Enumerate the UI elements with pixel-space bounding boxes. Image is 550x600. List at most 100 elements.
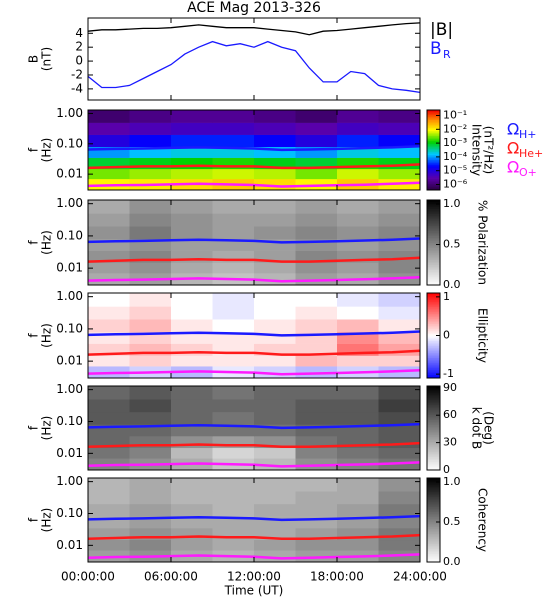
y-tick-label: 0.01: [56, 446, 83, 460]
colorbar-swatch: [427, 340, 440, 343]
colorbar-swatch: [427, 122, 440, 125]
colorbar-swatch: [427, 249, 440, 252]
colorbar-tick-label: 10⁻³: [443, 136, 467, 149]
colorbar-swatch: [427, 283, 440, 286]
colorbar-swatch: [427, 327, 440, 330]
heatmap-cell: [129, 122, 172, 135]
heatmap-cell: [295, 399, 338, 413]
colorbar-swatch: [427, 345, 440, 348]
colorbar-swatch: [427, 428, 440, 431]
heatmap-cell: [337, 122, 379, 135]
colorbar-swatch: [427, 513, 440, 516]
colorbar-swatch: [427, 323, 440, 326]
series-line: [87, 40, 421, 94]
heatmap-cell: [378, 226, 421, 240]
colorbar-swatch: [427, 550, 440, 553]
colorbar-swatch: [427, 301, 440, 304]
heatmap-cell: [88, 424, 130, 437]
y-tick-label: 0.10: [56, 136, 83, 150]
heatmap-cell: [129, 319, 172, 333]
heatmap-cell: [88, 399, 130, 413]
heatmap-cell: [129, 424, 172, 437]
heatmap-cell: [212, 110, 255, 123]
heatmap-cell: [129, 386, 172, 400]
colorbar-swatch: [427, 406, 440, 409]
colorbar-swatch: [427, 498, 440, 501]
colorbar-label: Coherency: [476, 488, 490, 552]
heatmap-cell: [337, 134, 379, 148]
colorbar-swatch: [427, 200, 440, 203]
heatmap-cell: [212, 478, 255, 492]
heatmap-cell: [378, 157, 421, 170]
colorbar-swatch: [427, 239, 440, 242]
heatmap-cell: [212, 146, 255, 158]
heatmap-cell: [212, 213, 255, 227]
heatmap-cell: [254, 262, 296, 274]
heatmap-cell: [88, 332, 130, 344]
colorbar-swatch: [427, 531, 440, 534]
x-tick-label: 24:00:00: [393, 570, 447, 584]
y-tick-label: 1.00: [56, 106, 83, 120]
heatmap-cell: [337, 157, 379, 170]
heatmap-cell: [254, 168, 296, 180]
colorbar-swatch: [427, 316, 440, 319]
colorbar-frame: [426, 385, 441, 471]
colorbar-swatch: [427, 546, 440, 549]
colorbar-swatch: [427, 313, 440, 316]
colorbar-swatch: [427, 456, 440, 459]
heatmap-cell: [295, 110, 338, 123]
x-tick-label: 18:00:00: [310, 570, 364, 584]
colorbar-swatch: [427, 220, 440, 223]
colorbar-swatch: [427, 371, 440, 374]
y-tick-label: -4: [71, 81, 83, 95]
gyrofrequency-line: [87, 145, 421, 152]
colorbar-swatch: [427, 114, 440, 117]
colorbar-swatch: [427, 164, 440, 167]
heatmap-cell: [254, 293, 296, 307]
colorbar-swatch: [427, 320, 440, 323]
colorbar-swatch: [427, 119, 440, 122]
colorbar-swatch: [427, 446, 440, 449]
gyrofrequency-line: [87, 553, 421, 560]
colorbar-swatch: [427, 135, 440, 138]
heatmap-cell: [254, 424, 296, 437]
heatmap-cell: [295, 503, 338, 517]
heatmap-cell: [171, 122, 213, 135]
heatmap-cell: [212, 332, 255, 344]
heatmap-cell: [171, 239, 213, 251]
heatmap-cell: [295, 122, 338, 135]
legend-label-subscript: He+: [519, 147, 543, 160]
colorbar-swatch: [427, 503, 440, 506]
heatmap-cell: [337, 399, 379, 413]
y-axis-label: f: [27, 517, 41, 522]
colorbar-swatch: [427, 143, 440, 146]
heatmap-cell: [378, 306, 421, 320]
colorbar-swatch: [427, 304, 440, 307]
colorbar-swatch: [427, 461, 440, 464]
colorbar-swatch: [427, 217, 440, 220]
heatmap-cell: [88, 478, 130, 492]
heatmap-cell: [378, 424, 421, 437]
colorbar-swatch: [427, 170, 440, 173]
heatmap-cell: [254, 213, 296, 227]
colorbar-swatch: [427, 308, 440, 311]
colorbar-swatch: [427, 318, 440, 321]
colorbar-swatch: [427, 364, 440, 367]
heatmap-cell: [378, 250, 421, 263]
colorbar-swatch: [427, 121, 440, 124]
colorbar-swatch: [427, 419, 440, 422]
colorbar-frame: [426, 477, 441, 563]
heatmap-cell: [88, 157, 130, 170]
heatmap-cell: [88, 110, 130, 123]
colorbar-swatch: [427, 230, 440, 233]
colorbar-swatch: [427, 493, 440, 496]
colorbar-swatch: [427, 266, 440, 269]
colorbar-swatch: [427, 158, 440, 160]
colorbar-swatch: [427, 116, 440, 119]
heatmap-cell: [295, 157, 338, 170]
legend-label: Ω: [507, 139, 519, 158]
heatmap-cell: [88, 355, 130, 367]
heatmap-cell: [254, 319, 296, 333]
colorbar-swatch: [427, 145, 440, 148]
heatmap-cell: [337, 213, 379, 227]
